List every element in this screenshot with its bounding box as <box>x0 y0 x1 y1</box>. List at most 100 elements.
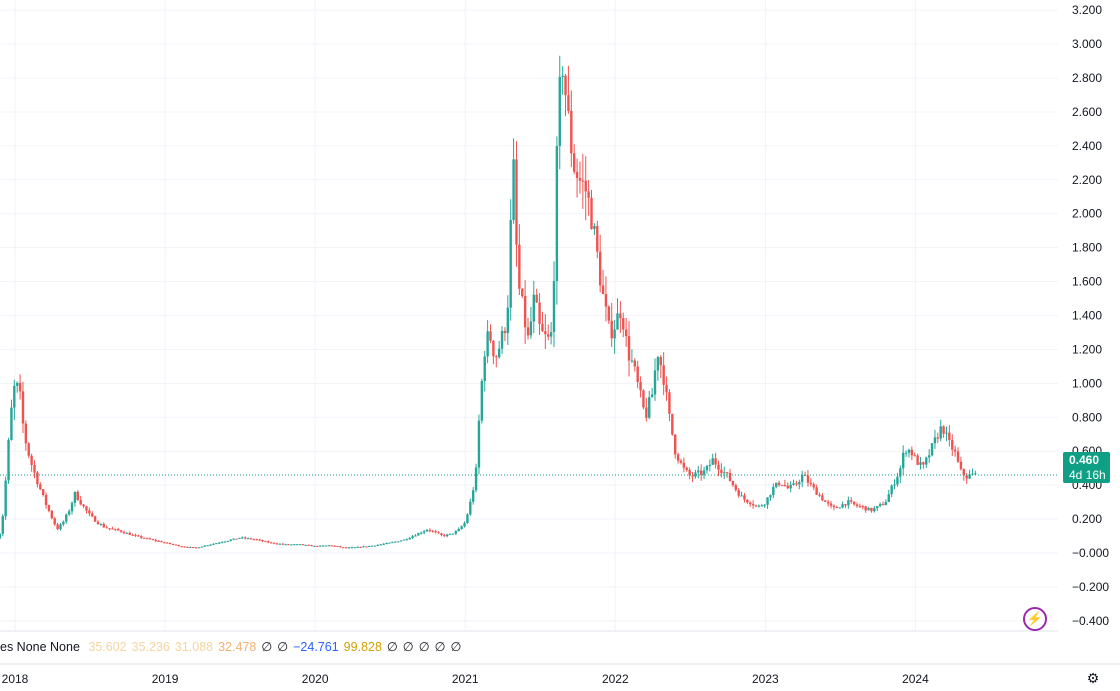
legend-value: ∅ <box>402 640 414 654</box>
candle-body <box>388 542 391 544</box>
candle-body <box>321 545 325 547</box>
current-price-tag: 0.460 4d 16h <box>1063 452 1110 483</box>
candle-body <box>671 413 674 435</box>
candle-body <box>148 538 152 540</box>
candle-body <box>668 392 671 414</box>
candle-body <box>901 452 905 469</box>
candle-body <box>766 497 769 505</box>
candle-body <box>731 481 735 486</box>
candle-body <box>313 545 316 547</box>
candle-body <box>408 538 411 540</box>
legend-value: 35.602 <box>88 640 127 654</box>
candle-body <box>910 449 914 456</box>
candle-body <box>469 501 472 515</box>
candle-body <box>598 251 602 286</box>
legend-value: 31.088 <box>174 640 214 654</box>
settings-gear-icon[interactable]: ⚙ <box>1086 670 1100 686</box>
candle-body <box>795 483 798 485</box>
candle-body <box>503 330 507 334</box>
candle-body <box>737 489 740 496</box>
candle-body <box>269 542 273 544</box>
y-tick-label: 1.600 <box>1072 275 1102 289</box>
candle-body <box>324 545 328 547</box>
candle-body <box>105 527 108 529</box>
candle-body <box>564 75 567 96</box>
candle-body <box>873 508 876 512</box>
candle-body <box>636 366 639 383</box>
candle-body <box>567 95 570 111</box>
candle-body <box>41 489 45 496</box>
candle-body <box>140 536 143 538</box>
candle-body <box>203 545 206 547</box>
legend-prefix: es None None <box>0 640 80 654</box>
candle-body <box>327 545 331 547</box>
candle-body <box>79 500 82 505</box>
candle-body <box>405 539 409 541</box>
candle-body <box>572 153 576 172</box>
candles <box>0 55 977 549</box>
candle-body <box>177 545 181 547</box>
candle-body <box>50 510 54 519</box>
candle-body <box>535 294 538 303</box>
candle-body <box>114 528 117 530</box>
y-tick-label: 3.000 <box>1072 37 1102 51</box>
candle-body <box>417 533 420 536</box>
candle-body <box>760 505 763 507</box>
candle-body <box>443 535 446 537</box>
candle-body <box>549 332 553 337</box>
indicator-legend: es None None 35.602 35.236 31.088 32.478 ∅ ∅ −… <box>0 632 1058 662</box>
candle-body <box>174 544 178 546</box>
candle-body <box>509 219 512 308</box>
candle-body <box>855 504 859 506</box>
candle-body <box>454 531 458 534</box>
time-axis[interactable]: 2018 2019 2020 2021 2022 2023 2024 <box>2 672 929 686</box>
grid-lines <box>0 0 1058 631</box>
candle-body <box>933 437 937 444</box>
candle-body <box>431 530 434 532</box>
legend-value: ∅ <box>261 640 273 654</box>
candle-body <box>373 545 377 547</box>
candle-body <box>448 533 452 535</box>
candle-body <box>841 504 844 508</box>
candle-body <box>243 537 247 539</box>
candle-body <box>743 495 746 500</box>
candle-body <box>561 75 564 77</box>
candle-body <box>215 543 218 545</box>
candle-body <box>192 547 195 549</box>
candle-body <box>460 526 463 529</box>
price-axis[interactable]: 3.200 3.000 2.800 2.600 2.400 2.200 2.000 1.800… <box>1072 3 1109 628</box>
candle-body <box>717 464 720 470</box>
x-tick-label: 2024 <box>902 672 929 686</box>
candle-body <box>604 294 608 307</box>
candle-body <box>466 514 469 524</box>
candle-body <box>826 501 830 504</box>
legend-value: 35.236 <box>131 640 170 654</box>
candle-body <box>815 487 818 495</box>
legend-value: ∅ <box>386 640 398 654</box>
bar-countdown-label: 4d 16h <box>1069 468 1106 482</box>
candle-body <box>33 464 36 473</box>
candle-body <box>711 458 714 465</box>
candle-body <box>85 506 88 511</box>
candle-body <box>376 544 380 546</box>
candle-body <box>298 544 302 546</box>
candle-body <box>887 494 890 503</box>
legend-value: ∅ <box>450 640 462 654</box>
x-tick-label: 2020 <box>302 672 329 686</box>
candle-body <box>622 318 625 330</box>
candle-body <box>864 506 867 511</box>
candle-body <box>858 505 862 507</box>
candle-body <box>965 475 968 479</box>
lightning-icon[interactable]: ⚡ <box>1023 607 1047 631</box>
candle-body <box>679 460 683 463</box>
candle-body <box>610 320 613 339</box>
candle-body <box>226 540 230 542</box>
candle-body <box>166 542 169 544</box>
candle-body <box>39 484 42 490</box>
candle-body <box>365 546 368 548</box>
candle-body <box>904 452 908 454</box>
candle-body <box>73 491 77 503</box>
candle-body <box>422 531 426 533</box>
candle-body <box>272 542 276 544</box>
